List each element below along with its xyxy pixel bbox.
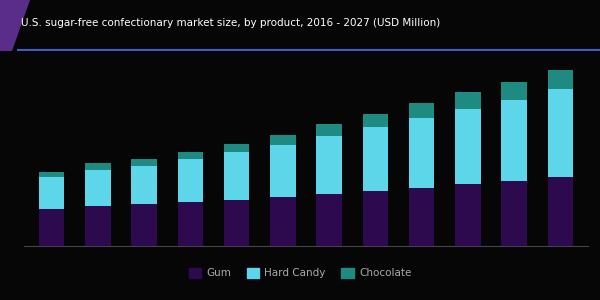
Bar [270,145,296,197]
Bar [316,136,342,194]
Bar [409,103,434,118]
Bar [455,109,481,184]
Bar [39,208,64,246]
Bar [224,200,250,246]
Bar [316,194,342,246]
Bar [178,159,203,202]
Bar [409,118,434,188]
Bar [502,100,527,181]
Bar [270,197,296,246]
Bar [85,206,110,246]
Bar [224,144,250,152]
Bar [548,89,573,177]
Bar [85,169,110,206]
Bar [39,177,64,208]
Bar [548,70,573,89]
Bar [39,172,64,177]
Bar [362,114,388,127]
Bar [362,191,388,246]
Bar [131,159,157,166]
Bar [131,204,157,246]
Bar [85,163,110,169]
Bar [316,124,342,136]
Bar [178,202,203,246]
Text: U.S. sugar-free confectionary market size, by product, 2016 - 2027 (USD Million): U.S. sugar-free confectionary market siz… [21,18,440,28]
Bar [362,127,388,191]
Bar [131,166,157,204]
Polygon shape [0,0,30,51]
Bar [455,92,481,109]
Bar [548,177,573,246]
Bar [178,152,203,159]
Bar [502,82,527,100]
Bar [502,181,527,246]
Bar [224,152,250,200]
Bar [455,184,481,246]
Bar [409,188,434,246]
Legend: Gum, Hard Candy, Chocolate: Gum, Hard Candy, Chocolate [185,264,415,282]
Bar [270,135,296,145]
